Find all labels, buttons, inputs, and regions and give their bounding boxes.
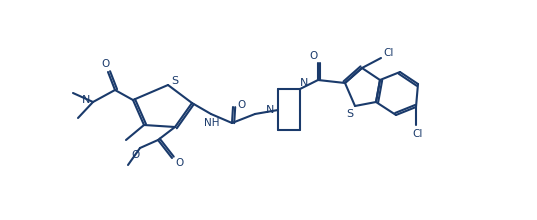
Text: N: N <box>300 78 308 88</box>
Text: S: S <box>171 76 179 86</box>
Text: NH: NH <box>204 118 220 128</box>
Text: O: O <box>131 150 139 160</box>
Text: N: N <box>82 95 90 105</box>
Text: S: S <box>346 109 353 119</box>
Text: Cl: Cl <box>384 48 394 58</box>
Text: Cl: Cl <box>413 129 423 139</box>
Text: O: O <box>175 158 183 168</box>
Text: O: O <box>237 100 245 110</box>
Text: O: O <box>102 59 110 69</box>
Text: O: O <box>309 51 317 61</box>
Text: N: N <box>266 105 274 115</box>
